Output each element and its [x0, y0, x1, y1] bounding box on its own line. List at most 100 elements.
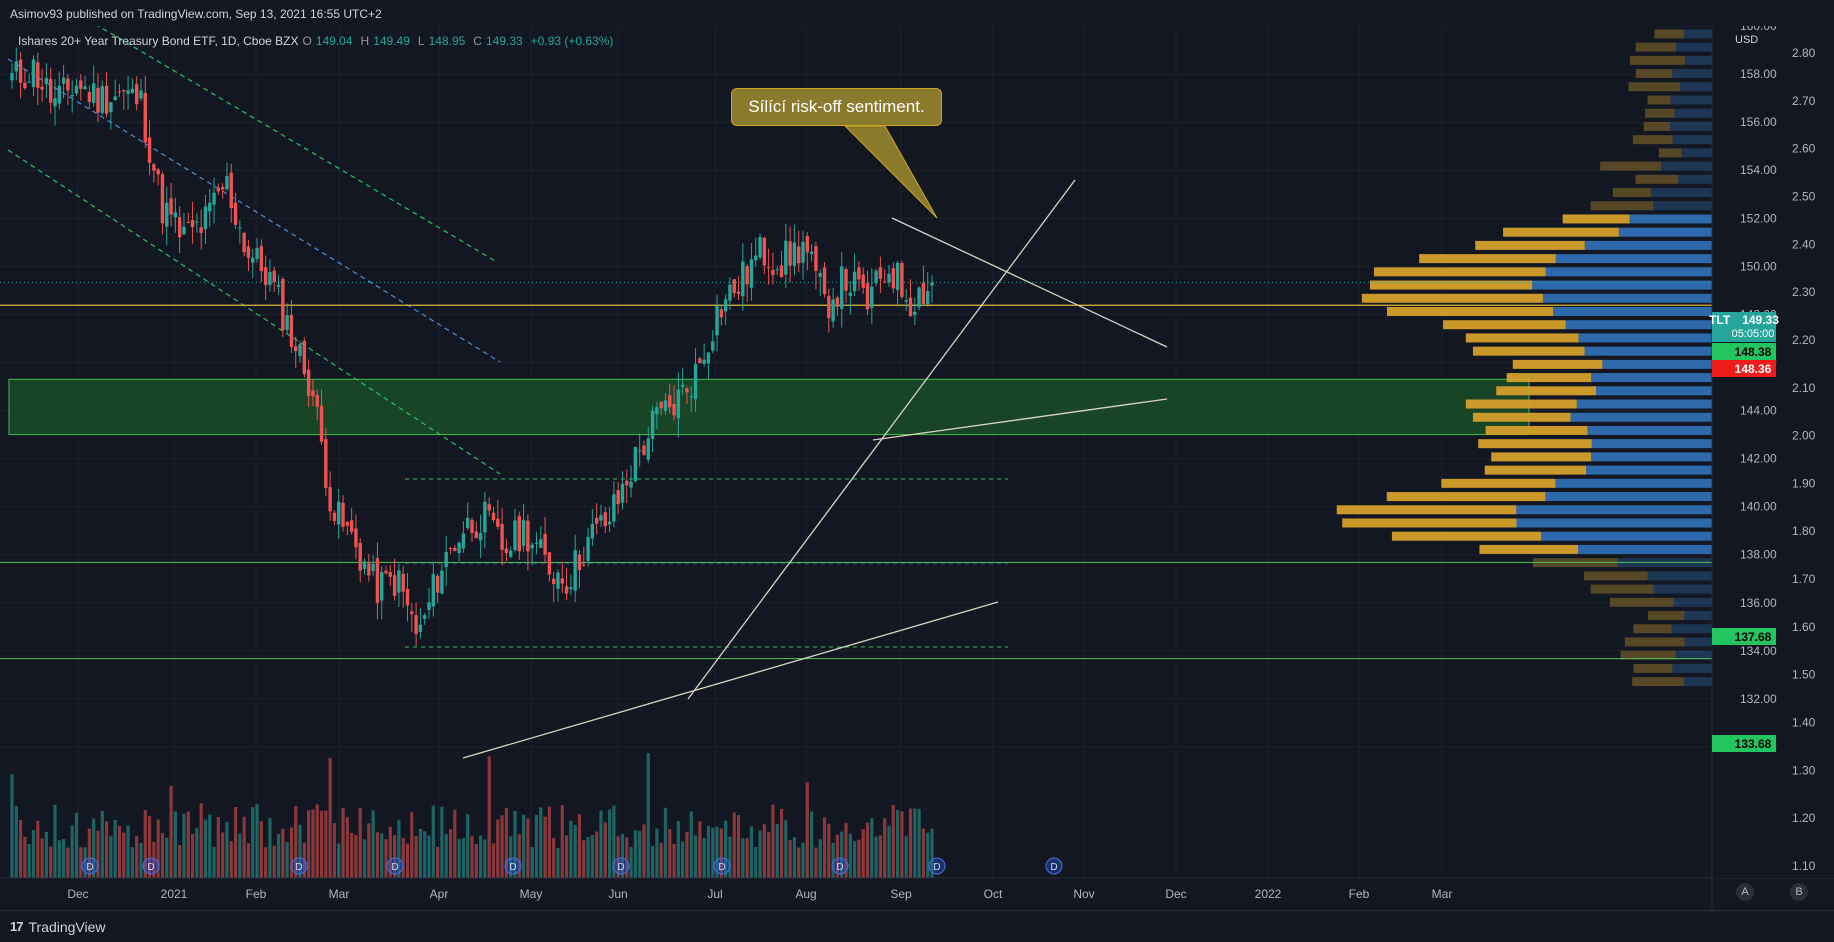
volume-bar [900, 811, 904, 878]
candle-body [530, 544, 534, 549]
candle-body [483, 501, 487, 533]
candle-body [96, 87, 100, 113]
profile-sell-bar [1633, 624, 1672, 634]
dividend-marker: D [831, 857, 849, 875]
candle-body [328, 486, 332, 512]
candle-body [547, 552, 552, 575]
publish-info: Asimov93 published on TradingView.com, S… [10, 7, 382, 21]
profile-sell-bar [1342, 518, 1517, 528]
close-label: C [473, 34, 482, 48]
candle-body [448, 548, 453, 550]
volume-bar [844, 822, 848, 878]
volume-bar [767, 832, 771, 878]
candle-body [771, 269, 775, 275]
candle-body [289, 315, 294, 347]
price-tick-label: 152.00 [1740, 211, 1777, 225]
candle-body [930, 282, 934, 286]
volume-bar [539, 807, 543, 878]
candle-body [926, 291, 930, 305]
volume-bar [590, 835, 594, 878]
candle-body [40, 86, 44, 90]
volume-bar [930, 828, 934, 878]
volume-bar [199, 803, 203, 878]
candle-body [521, 520, 526, 546]
annotation-callout[interactable]: Sílící risk-off sentiment. [731, 88, 942, 126]
time-tick-label: Sep [890, 887, 912, 901]
candle-body [177, 217, 182, 238]
triangle-upper-line [891, 217, 1168, 348]
candle-body [861, 274, 865, 288]
candle-body [754, 255, 758, 261]
volume-bar [27, 843, 31, 878]
price-chart[interactable]: D D D D D D D D D D 160.00 158.00 156.00 154.00 152.0… [0, 26, 1834, 910]
log-scale-button[interactable]: B [1790, 883, 1808, 901]
candle-body [431, 574, 436, 607]
candle-body [298, 344, 302, 357]
candle-body [36, 62, 40, 88]
volume-bar [388, 826, 392, 878]
candle-body [87, 92, 92, 102]
candle-body [680, 384, 685, 388]
volume-bar [646, 753, 650, 878]
volume-bar [324, 810, 328, 878]
callout-text: Sílící risk-off sentiment. [748, 97, 925, 116]
profile-sell-bar [1645, 108, 1675, 118]
dividend-marker-circle [290, 857, 308, 875]
volume-bar [552, 837, 556, 878]
tradingview-brand: TradingView [28, 918, 106, 935]
volume-bar [642, 824, 646, 878]
volume-bar [771, 804, 775, 878]
profile-buy-bar [1647, 571, 1712, 581]
profile-buy-bar [1596, 386, 1712, 396]
candle-body [410, 611, 414, 615]
volume-bar [500, 815, 504, 878]
volume-bar [83, 847, 87, 878]
profile-buy-bar [1553, 306, 1712, 316]
candle-body [762, 237, 767, 266]
profile-sell-bar [1654, 29, 1685, 39]
line-price-tag-value: 137.68 [1734, 629, 1772, 644]
volume-bar [298, 824, 302, 878]
yield-tick-label: 2.60 [1792, 142, 1816, 156]
candle-body [797, 246, 801, 264]
volume-bar [749, 826, 754, 878]
candle-body [440, 570, 444, 594]
candle-body [840, 266, 844, 309]
candle-body [848, 292, 853, 296]
auto-scale-button[interactable]: A [1736, 883, 1754, 901]
candle-body [173, 212, 178, 218]
candle-body [534, 542, 539, 544]
volume-bar [896, 809, 900, 878]
profile-buy-bar [1678, 174, 1712, 184]
volume-bar [18, 819, 23, 878]
candle-body [668, 395, 672, 408]
volume-bar [835, 834, 840, 878]
volume-bar [375, 832, 380, 878]
candle-body [646, 438, 650, 460]
volume-bar [405, 843, 410, 878]
time-tick-label: Feb [1349, 887, 1370, 901]
candle-body [792, 242, 797, 266]
volume-bar [57, 840, 61, 878]
volume-bar [599, 810, 603, 878]
candle-body [285, 315, 289, 330]
currency-label: USD [1735, 34, 1758, 46]
volume-bar [319, 810, 324, 878]
profile-buy-bar [1590, 452, 1712, 462]
profile-buy-bar [1661, 161, 1712, 171]
candle-body [857, 267, 861, 280]
profile-sell-bar [1479, 544, 1579, 554]
candle-body [487, 504, 491, 511]
volume-bar [31, 830, 36, 878]
candle-body [599, 515, 603, 521]
candle-body [844, 269, 848, 291]
candle-body [758, 237, 762, 258]
profile-buy-bar [1584, 240, 1712, 250]
candle-body [143, 92, 147, 143]
volume-bar [79, 847, 83, 878]
candle-body [130, 88, 135, 93]
candle-body [788, 241, 792, 266]
volume-bar [453, 809, 457, 878]
tradingview-logo[interactable]: 17 TradingView [10, 919, 106, 935]
volume-bar [530, 847, 534, 878]
